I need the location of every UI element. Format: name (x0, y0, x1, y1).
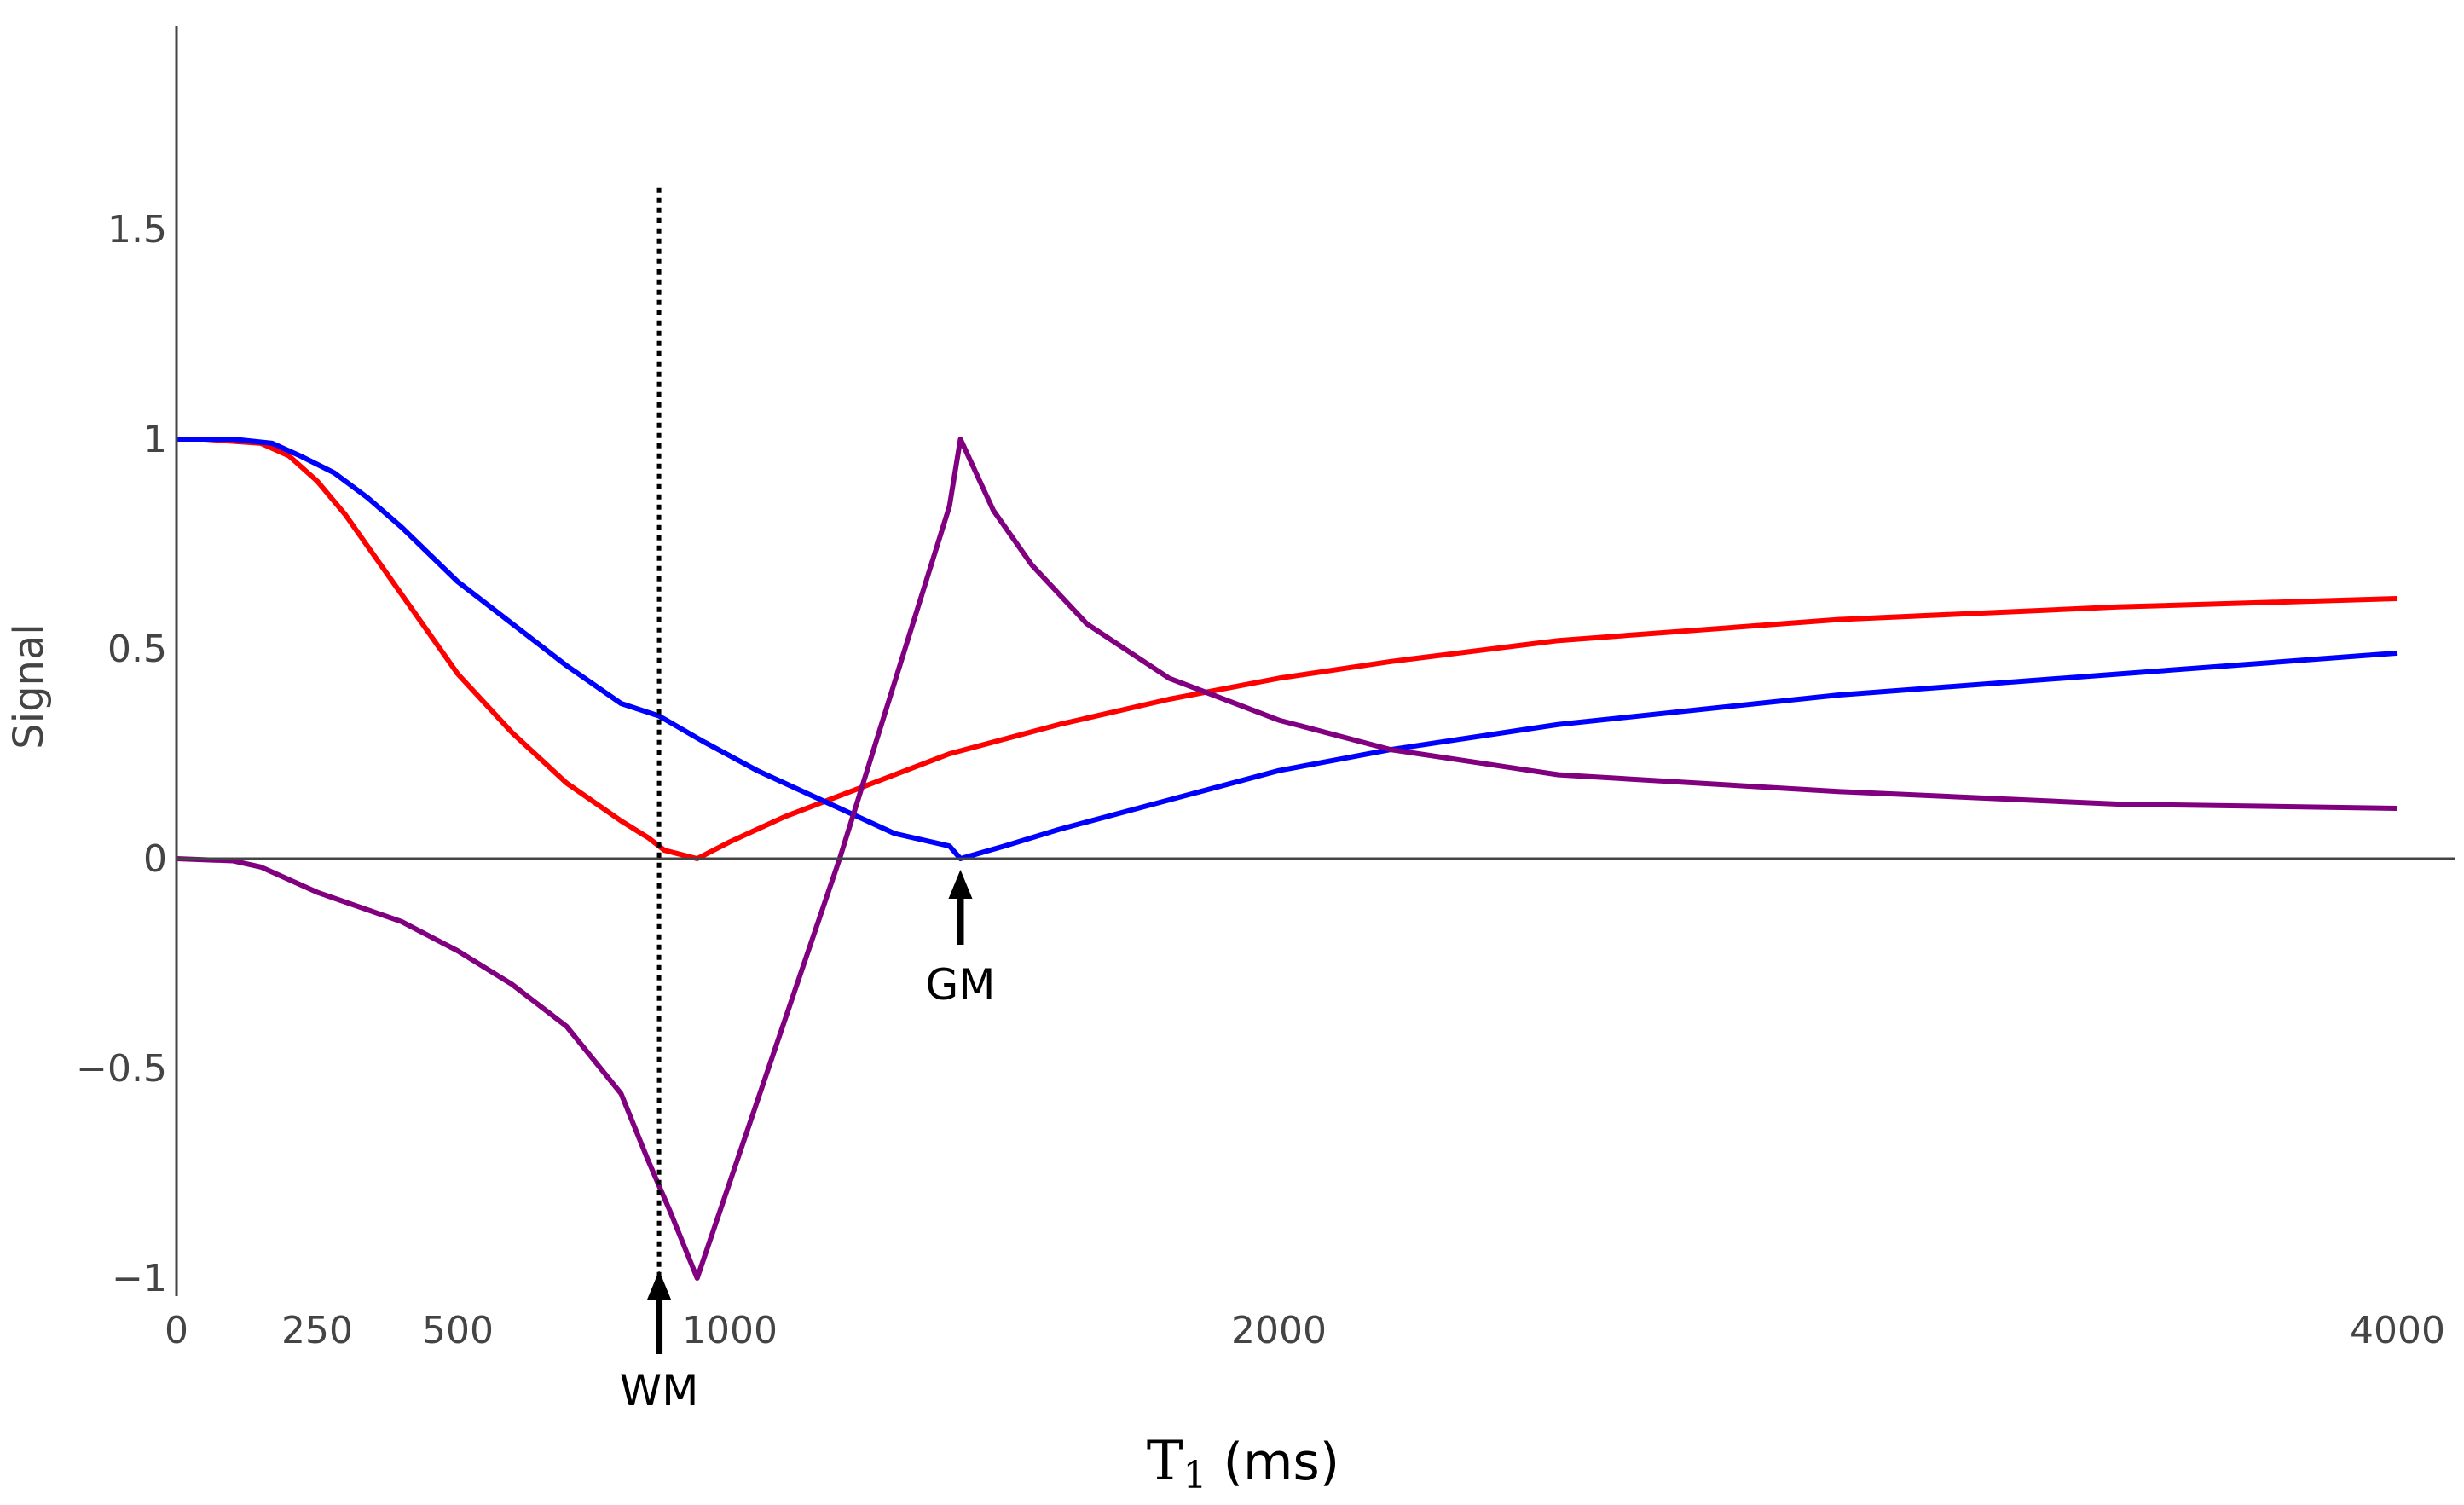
y-tick-label: −1 (112, 1257, 167, 1300)
y-tick-label: −0.5 (76, 1047, 167, 1091)
y-tick-labels: −1 −0.5 0 0.5 1 1.5 (76, 208, 167, 1300)
x-tick-label: 250 (281, 1309, 353, 1352)
x-tick-labels: 0 250 500 1000 2000 4000 (165, 1309, 2445, 1352)
x-axis-title-main: T (1147, 1430, 1183, 1493)
x-tick-label: 2000 (1231, 1309, 1327, 1352)
x-axis-title-rest: (ms) (1207, 1433, 1340, 1492)
y-tick-label: 0 (143, 837, 167, 881)
x-tick-label: 0 (165, 1309, 188, 1352)
arrow-head-gm (948, 870, 973, 899)
y-tick-label: 1.5 (107, 208, 167, 252)
annotations: WM GM (620, 870, 996, 1415)
y-tick-label: 0.5 (107, 628, 167, 671)
annotation-label-wm: WM (620, 1366, 699, 1415)
y-axis-title: Signal (5, 623, 53, 749)
x-axis-title: T1 (ms) (1147, 1430, 1339, 1497)
x-tick-label: 1000 (682, 1309, 778, 1352)
arrow-head-wm (647, 1271, 672, 1300)
x-tick-label: 500 (422, 1309, 494, 1352)
series-line-blue (176, 437, 2398, 861)
annotation-label-gm: GM (926, 960, 996, 1010)
y-tick-label: 1 (143, 418, 167, 461)
x-axis-title-sub: 1 (1183, 1454, 1207, 1497)
series-line-red (176, 437, 2398, 861)
x-tick-label: 4000 (2350, 1309, 2445, 1352)
